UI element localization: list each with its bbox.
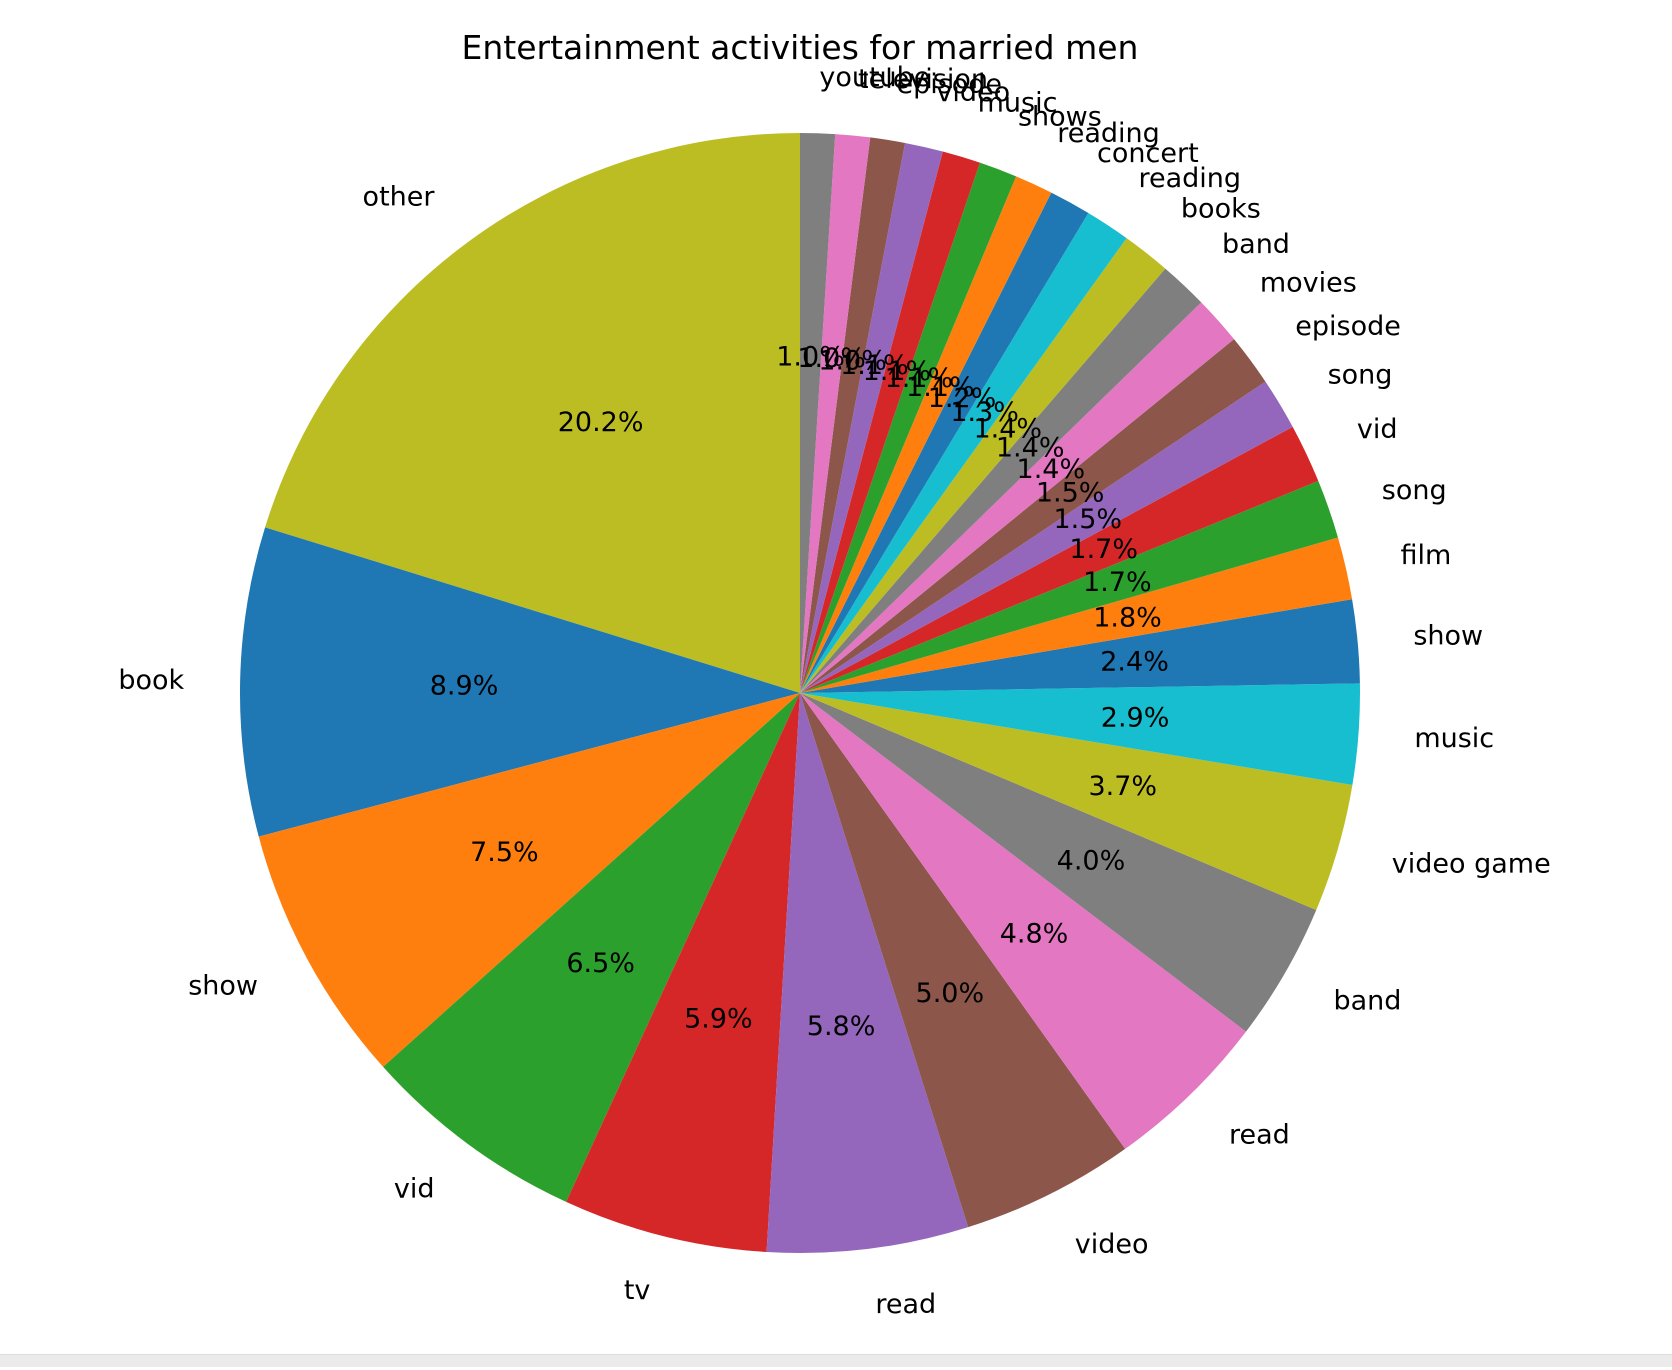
pie-category-label-reading: reading (1057, 118, 1160, 149)
pie-percent-label-film: 1.8% (1093, 603, 1162, 634)
pie-percent-label-episode: 1.0% (818, 346, 887, 377)
pie-percent-label-vid: 1.7% (1069, 534, 1138, 565)
pie-category-label-film: film (1400, 540, 1451, 571)
pie-category-label-band: band (1333, 986, 1401, 1017)
pie-slice-television (800, 134, 871, 693)
pie-slice-read (800, 693, 1247, 1149)
pie-percent-label-reading: 1.3% (950, 397, 1019, 428)
pie-slice-youtube (800, 133, 836, 693)
pie-slice-music (800, 151, 980, 693)
pie-category-label-music: music (978, 88, 1058, 119)
pie-percent-label-concert: 1.2% (928, 383, 997, 414)
pie-slice-music (800, 683, 1360, 786)
pie-percent-label-music: 1.1% (863, 356, 932, 387)
pie-slice-episode (800, 339, 1266, 693)
pie-slice-song (800, 480, 1338, 693)
pie-slice-film (800, 537, 1353, 693)
pie-percent-label-tv: 5.9% (684, 1003, 753, 1034)
pie-category-label-video: video (1075, 1229, 1149, 1260)
pie-slice-shows (800, 162, 1017, 693)
pie-category-label-books: books (1181, 193, 1261, 224)
pie-percent-label-song: 1.7% (1083, 567, 1152, 598)
pie-slice-vid (383, 693, 800, 1202)
pie-slice-book (240, 527, 800, 837)
pie-slice-books (800, 238, 1166, 693)
pie-category-label-reading: reading (1138, 163, 1241, 194)
pie-category-label-vid: vid (394, 1173, 435, 1204)
pie-percent-label-reading: 1.1% (906, 372, 975, 403)
pie-slices (240, 133, 1360, 1253)
pie-percent-label-vid: 6.5% (566, 948, 635, 979)
pie-percent-label-band: 4.0% (1057, 846, 1126, 877)
pie-category-label-movies: movies (1260, 268, 1357, 299)
pie-percent-label-read: 4.8% (1000, 919, 1069, 950)
pie-slice-reading (800, 176, 1052, 694)
pie-percent-label-other: 20.2% (558, 407, 644, 438)
pie-slice-video (800, 693, 1126, 1228)
pie-percent-label-read: 5.8% (807, 1011, 876, 1042)
pie-category-label-band: band (1222, 229, 1290, 260)
pie-slice-concert (800, 192, 1089, 693)
pie-slice-band (800, 693, 1317, 1032)
pie-category-label-music: music (1414, 723, 1494, 754)
pie-slice-episode (800, 137, 906, 693)
pie-percent-label-movies: 1.4% (1017, 454, 1086, 485)
pie-slice-reading (800, 212, 1127, 693)
pie-category-label-book: book (118, 665, 184, 696)
pie-slice-show (800, 599, 1360, 693)
pie-percent-label-video: 5.0% (916, 978, 985, 1009)
pie-percent-label-books: 1.4% (973, 413, 1042, 444)
pie-category-label-other: other (363, 182, 436, 213)
pie-percent-label-show: 2.4% (1100, 646, 1169, 677)
pie-percent-label-song: 1.5% (1053, 504, 1122, 535)
pie-slice-video (800, 142, 943, 693)
pie-slice-vid (800, 426, 1319, 693)
pie-category-label-concert: concert (1097, 138, 1199, 169)
pie-category-label-read: read (875, 1289, 936, 1320)
pie-slice-read (766, 693, 969, 1253)
pie-category-label-song: song (1382, 475, 1447, 506)
pie-slice-movies (800, 302, 1235, 693)
pie-percent-label-music: 2.9% (1101, 702, 1170, 733)
pie-slice-other (265, 133, 800, 693)
pie-slice-show (258, 693, 800, 1067)
pie-percent-label-show: 7.5% (470, 837, 539, 868)
pie-percent-label-video: 1.1% (840, 350, 909, 381)
pie-percent-label-youtube: 1.0% (776, 342, 845, 373)
pie-percent-label-episode: 1.5% (1036, 478, 1105, 509)
pie-category-label-television: television (858, 64, 988, 95)
pie-slice-song (800, 381, 1293, 693)
pie-slice-video-game (800, 693, 1353, 910)
pie-category-label-show: show (188, 970, 258, 1001)
pie-slice-band (800, 268, 1202, 693)
pie-category-label-episode: episode (896, 69, 1002, 100)
chart-title: Entertainment activities for married men (462, 28, 1139, 67)
pie-percent-labels: 20.2% 8.9% 7.5% 6.5% 5.9% 5.8% 5.0% 4.8% 4.0% 3.7… (430, 342, 1170, 1042)
pie-category-label-video: video (936, 77, 1010, 108)
pie-percent-label-book: 8.9% (430, 671, 499, 702)
pie-category-label-tv: tv (624, 1275, 651, 1306)
pie-category-labels: other book show vid tv read video read band video… (118, 62, 1550, 1320)
pie-category-label-episode: episode (1295, 311, 1401, 342)
pie-category-label-song: song (1328, 359, 1393, 390)
pie-category-label-read: read (1229, 1120, 1290, 1151)
pie-slice-tv (566, 693, 800, 1253)
pie-category-label-show: show (1413, 620, 1483, 651)
pie-percent-label-band: 1.4% (996, 433, 1065, 464)
pie-category-label-video-game: video game (1392, 849, 1551, 880)
window-bottom-edge (0, 1354, 1672, 1367)
pie-category-label-shows: shows (1018, 101, 1102, 132)
pie-category-label-vid: vid (1357, 414, 1398, 445)
pie-category-label-youtube: youtube (819, 62, 930, 93)
pie-percent-label-video-game: 3.7% (1088, 771, 1157, 802)
pie-percent-label-television: 1.0% (797, 343, 866, 374)
pie-percent-label-shows: 1.1% (885, 363, 954, 394)
